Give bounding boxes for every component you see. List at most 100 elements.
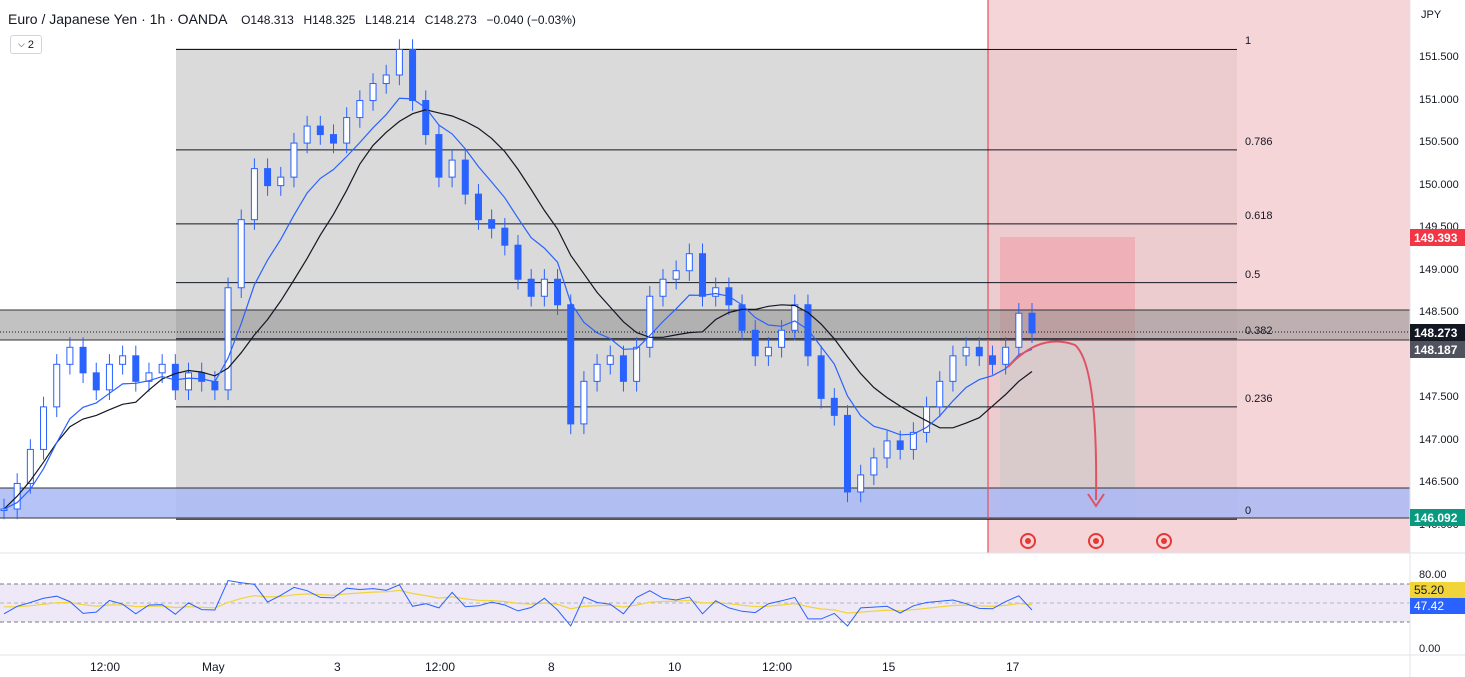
candle-body	[198, 372, 206, 382]
candle-body	[290, 142, 298, 178]
candle-body	[409, 48, 417, 102]
candle-body	[843, 414, 851, 493]
fib-level-label: 0.382	[1245, 324, 1273, 337]
candle-body	[145, 372, 153, 382]
candle-body	[79, 346, 87, 374]
fib-level-label: 0.786	[1245, 135, 1273, 148]
candle-body	[53, 363, 61, 408]
time-tick-label: 3	[334, 660, 341, 674]
price-tick-label: 151.000	[1419, 93, 1459, 106]
entry-price-tag: 148.187	[1410, 341, 1465, 358]
candle-body	[395, 48, 403, 76]
indicator-count: 2	[27, 38, 34, 51]
symbol-header: Euro / Japanese Yen · 1h · OANDA O148.31…	[8, 11, 582, 27]
candle-body	[474, 193, 482, 221]
time-tick-label: 15	[882, 660, 896, 674]
current-price-tag: 148.273	[1410, 324, 1465, 341]
candle-body	[962, 346, 970, 357]
candle-body	[1015, 312, 1023, 348]
candle-body	[237, 219, 245, 289]
open-value: O148.313	[241, 13, 294, 27]
close-value: C148.273	[424, 13, 477, 27]
candle-body	[870, 457, 878, 476]
target-icon[interactable]	[1020, 533, 1036, 549]
candle-body	[1002, 346, 1010, 365]
target-icon[interactable]	[1156, 533, 1172, 549]
currency-label: JPY	[1421, 9, 1442, 21]
stop-price-tag: 149.393	[1410, 229, 1465, 246]
candle-body	[0, 508, 8, 511]
candle-body	[580, 380, 588, 425]
slow-moving-average-line	[3, 109, 1033, 510]
price-tick-label: 150.000	[1419, 178, 1459, 191]
symbol-title[interactable]: Euro / Japanese Yen · 1h · OANDA	[8, 11, 228, 27]
target-icon[interactable]	[1088, 533, 1104, 549]
fast-moving-average-line	[3, 97, 1033, 510]
candle-body	[817, 355, 825, 399]
candle-body	[554, 278, 562, 306]
candle-body	[105, 363, 113, 391]
low-value: L148.214	[365, 13, 416, 27]
candle-body	[329, 134, 337, 144]
time-tick-label: 17	[1006, 660, 1020, 674]
candle-body	[896, 440, 904, 450]
candle-body	[277, 176, 285, 187]
time-tick-label: 8	[548, 660, 555, 674]
fib-level-label: 1	[1245, 35, 1252, 48]
rsi-lower-tick: 0.00	[1419, 643, 1441, 655]
fib-level-label: 0.236	[1245, 392, 1273, 405]
rsi-value-tag: 55.20	[1410, 582, 1465, 598]
candle-body	[211, 380, 219, 391]
fib-level-label: 0.5	[1245, 268, 1261, 281]
candle-body	[685, 253, 693, 272]
candle-body	[606, 355, 614, 365]
candle-body	[448, 159, 456, 178]
candle-body	[646, 295, 654, 348]
candle-body	[501, 227, 509, 246]
time-tick-label: 12:00	[90, 660, 121, 674]
candle-body	[791, 304, 799, 331]
price-tick-label: 151.500	[1419, 51, 1459, 63]
candle-body	[369, 83, 377, 102]
change-value: −0.040 (−0.03%)	[486, 13, 576, 27]
candle-body	[132, 355, 140, 382]
candle-body	[92, 372, 100, 391]
candle-body	[883, 440, 891, 459]
candle-body	[158, 363, 166, 374]
indicators-toggle[interactable]: ⌵ 2	[10, 35, 42, 54]
candle-body	[527, 278, 535, 297]
candle-body	[1028, 312, 1036, 334]
candle-body	[488, 219, 496, 229]
candle-body	[830, 397, 838, 416]
candle-body	[619, 355, 627, 382]
rsi-ma-tag: 47.42	[1410, 598, 1465, 614]
candle-body	[250, 168, 258, 221]
candle-body	[778, 329, 786, 348]
candle-body	[316, 125, 324, 136]
resistance-zone	[0, 310, 1410, 340]
price-tick-label: 150.500	[1419, 136, 1459, 149]
candle-body	[461, 159, 469, 195]
candle-body	[171, 363, 179, 391]
candle-body	[909, 431, 917, 450]
candle-body	[382, 74, 390, 85]
candle-body	[26, 448, 34, 484]
candle-body	[66, 346, 74, 365]
high-value: H148.325	[303, 13, 356, 27]
candle-body	[764, 346, 772, 357]
candle-body	[422, 100, 430, 136]
target-zone	[0, 488, 1410, 518]
candle-body	[343, 117, 351, 144]
time-tick-label: May	[202, 660, 225, 674]
chevron-down-icon: ⌵	[18, 39, 25, 49]
candle-body	[738, 304, 746, 331]
candle-body	[988, 355, 996, 365]
price-tick-label: 148.500	[1419, 306, 1459, 319]
time-tick-label: 10	[668, 660, 682, 674]
fib-level-label: 0.618	[1245, 209, 1273, 222]
time-tick-label: 12:00	[762, 660, 793, 674]
price-tick-label: 149.000	[1419, 263, 1459, 276]
candle-body	[593, 363, 601, 382]
candle-body	[672, 270, 680, 280]
